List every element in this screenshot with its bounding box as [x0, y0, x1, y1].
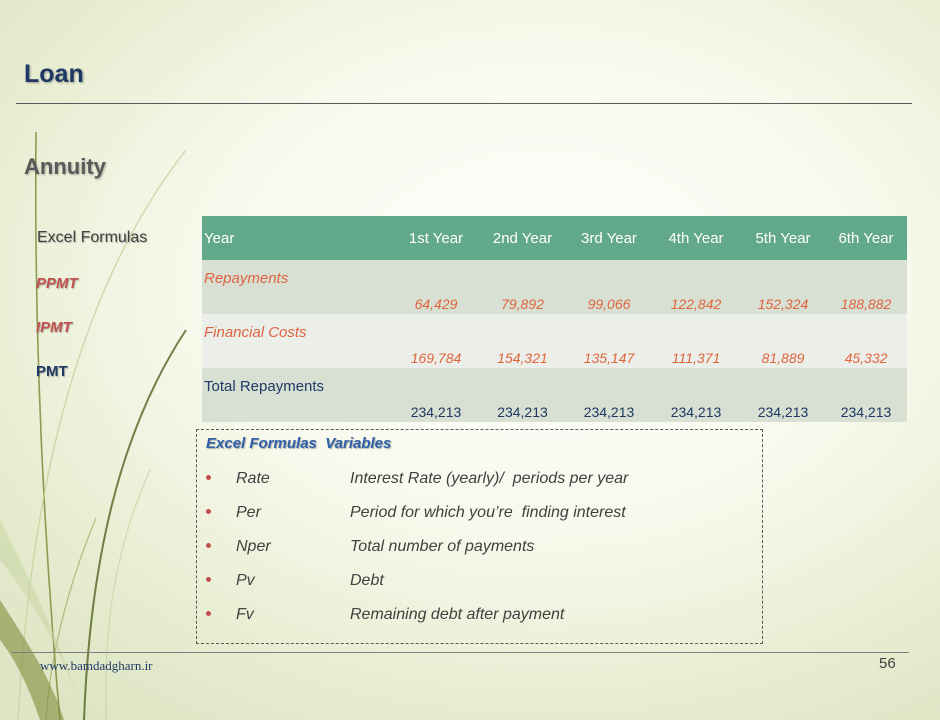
table-header-cell: 4th Year — [651, 216, 741, 260]
ipmt-label: IPMT — [36, 319, 72, 336]
table-header-cell: 2nd Year — [478, 216, 567, 260]
loan-schedule-table: Year 1st Year 2nd Year 3rd Year 4th Year… — [202, 216, 907, 422]
bullet-icon — [206, 611, 211, 616]
table-cell: 81,889 — [741, 314, 825, 368]
table-cell: 234,213 — [825, 368, 907, 422]
table-cell: 122,842 — [651, 260, 741, 314]
variable-description: Period for which you’re finding interest — [350, 504, 626, 521]
table-row: Total Repayments 234,213 234,213 234,213… — [202, 368, 907, 422]
table-cell: 234,213 — [478, 368, 567, 422]
table-header-cell: 3rd Year — [567, 216, 651, 260]
table-cell: 135,147 — [567, 314, 651, 368]
slide-title: Loan — [24, 60, 84, 88]
variable-description: Interest Rate (yearly)/ periods per year — [350, 470, 629, 487]
table-header-cell: Year — [202, 216, 394, 260]
table-cell: 234,213 — [394, 368, 478, 422]
table-row-label: Repayments — [202, 260, 394, 314]
table-row: Repayments 64,429 79,892 99,066 122,842 … — [202, 260, 907, 314]
table-cell: 111,371 — [651, 314, 741, 368]
pmt-label: PMT — [36, 363, 68, 380]
excel-formulas-label: Excel Formulas — [37, 229, 148, 246]
table-cell: 234,213 — [741, 368, 825, 422]
footer-divider — [12, 652, 909, 653]
slide-subtitle: Annuity — [24, 154, 106, 179]
variable-name: Per — [236, 504, 261, 521]
variable-name: Pv — [236, 572, 255, 589]
table-cell: 45,332 — [825, 314, 907, 368]
table-cell: 169,784 — [394, 314, 478, 368]
table-header-cell: 6th Year — [825, 216, 907, 260]
variable-description: Total number of payments — [350, 538, 535, 555]
table-row-label: Total Repayments — [202, 368, 394, 422]
title-divider — [16, 103, 912, 104]
ppmt-label: PPMT — [36, 275, 78, 292]
table-cell: 234,213 — [567, 368, 651, 422]
footer-url: www.bamdadgharn.ir — [40, 658, 153, 673]
table-cell: 234,213 — [651, 368, 741, 422]
table-header-cell: 1st Year — [394, 216, 478, 260]
table-cell: 152,324 — [741, 260, 825, 314]
table-cell: 79,892 — [478, 260, 567, 314]
decorative-grass-stems — [0, 131, 187, 720]
bullet-icon — [206, 509, 211, 514]
table-cell: 154,321 — [478, 314, 567, 368]
variable-name: Fv — [236, 606, 254, 623]
table-row: Financial Costs 169,784 154,321 135,147 … — [202, 314, 907, 368]
table-cell: 64,429 — [394, 260, 478, 314]
bullet-icon — [206, 543, 211, 548]
variables-box-title: Excel Formulas Variables — [206, 435, 392, 452]
table-cell: 99,066 — [567, 260, 651, 314]
table-header-row: Year 1st Year 2nd Year 3rd Year 4th Year… — [202, 216, 907, 260]
bullet-icon — [206, 577, 211, 582]
bullet-icon — [206, 475, 211, 480]
excel-variables-box: Excel Formulas Variables Rate Interest R… — [196, 429, 763, 644]
table-cell: 188,882 — [825, 260, 907, 314]
variable-name: Rate — [236, 470, 270, 487]
variable-description: Remaining debt after payment — [350, 606, 565, 623]
table-header-cell: 5th Year — [741, 216, 825, 260]
table-row-label: Financial Costs — [202, 314, 394, 368]
page-number: 56 — [879, 655, 896, 672]
variable-description: Debt — [350, 572, 384, 589]
variable-name: Nper — [236, 538, 271, 555]
